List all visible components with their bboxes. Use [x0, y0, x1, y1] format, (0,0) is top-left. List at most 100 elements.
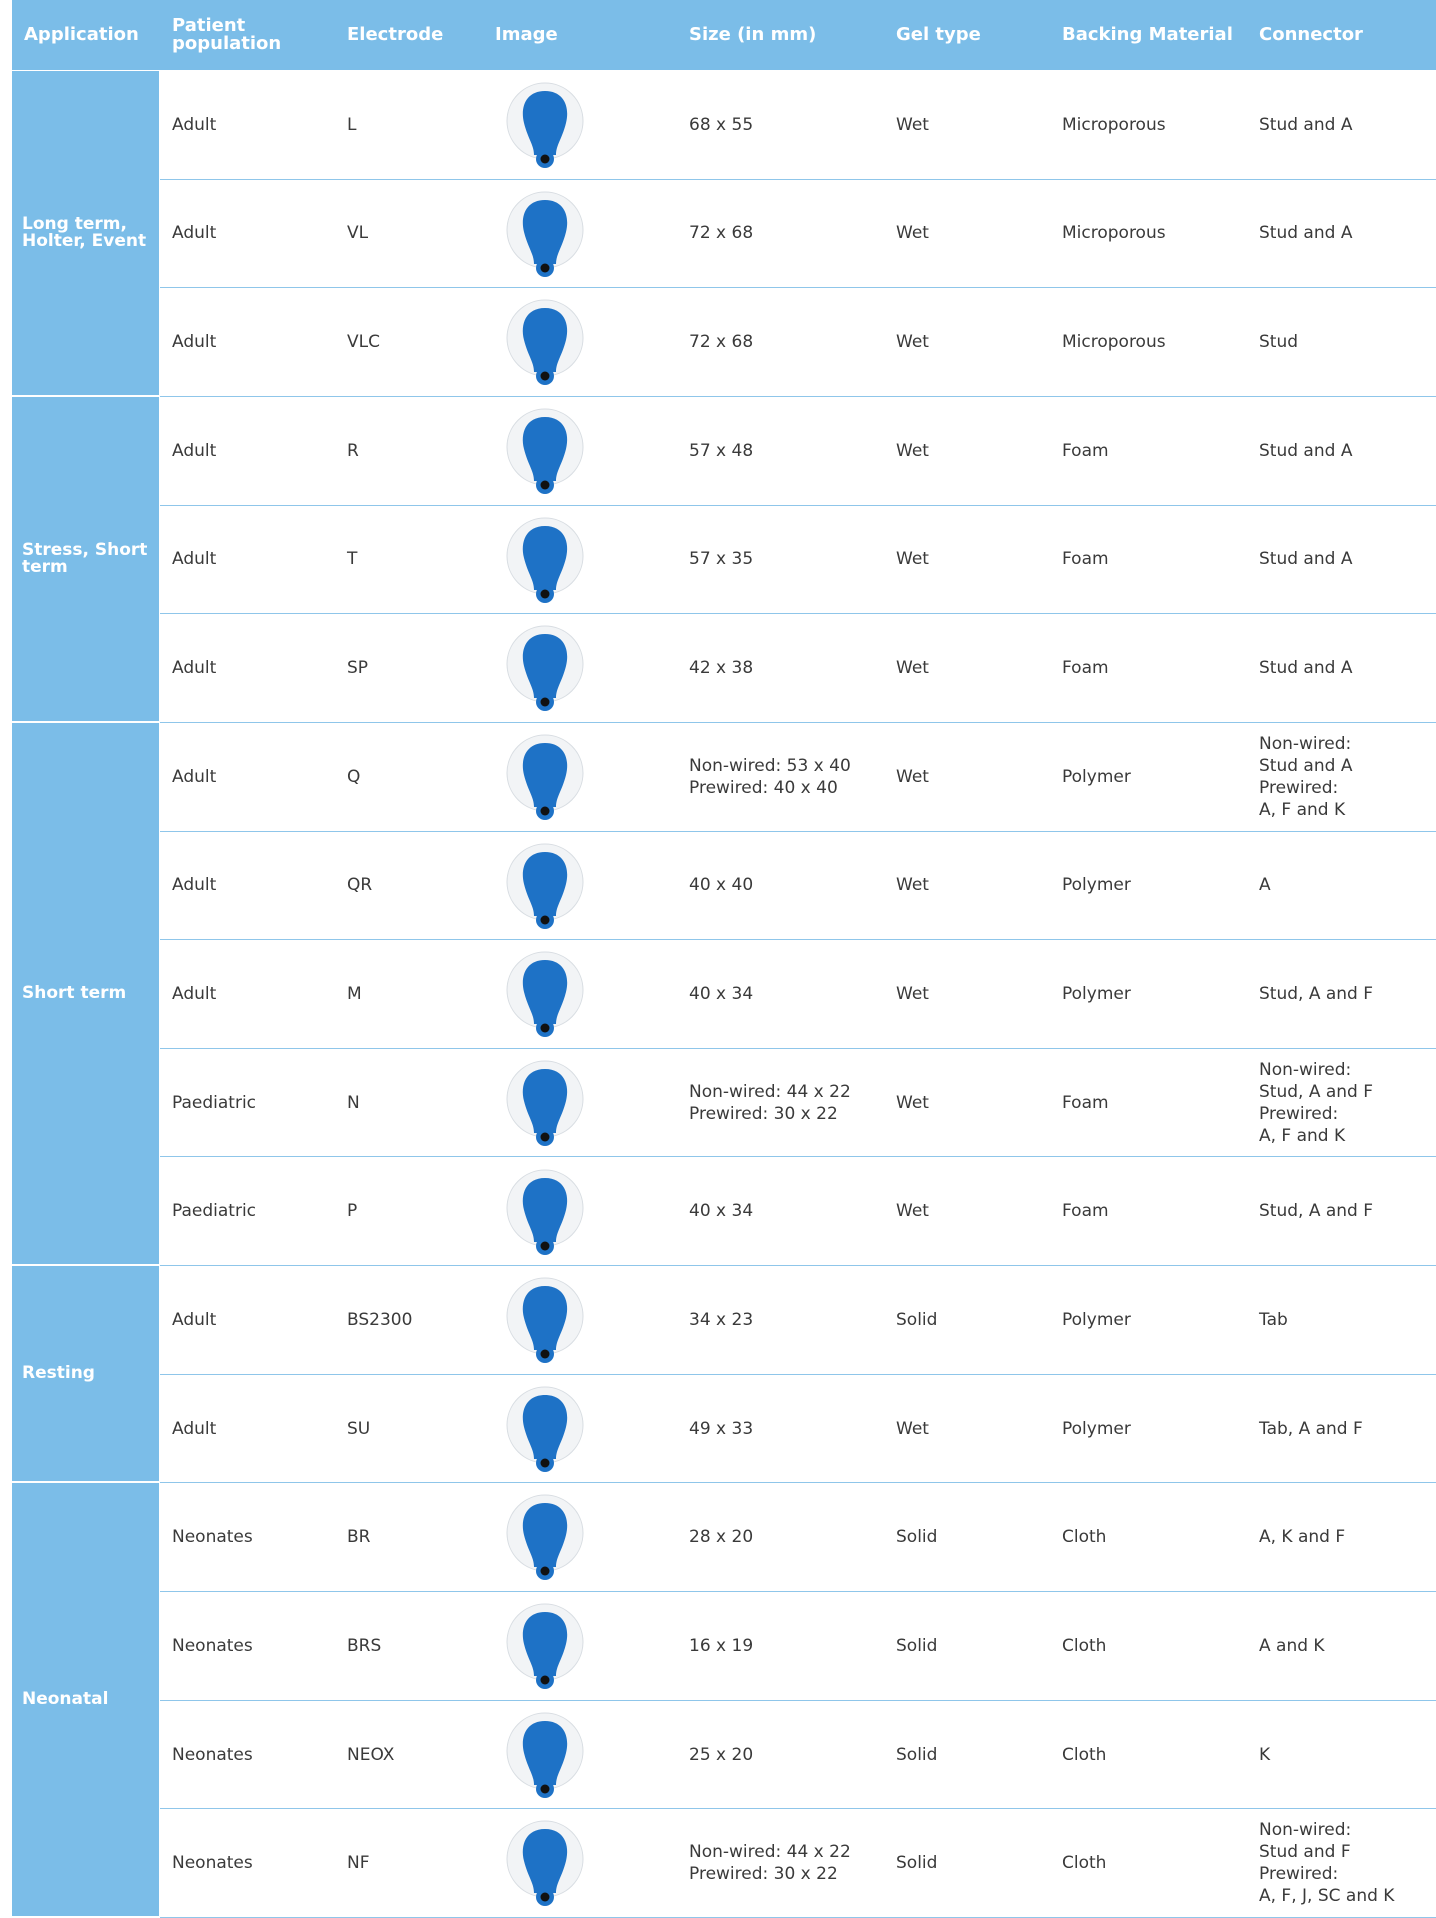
- backing-text: Polymer: [1062, 1309, 1131, 1331]
- electrode-text: BRS: [347, 1635, 381, 1657]
- connector-cell: Tab: [1259, 1266, 1288, 1374]
- connector-line: A, K and F: [1259, 1526, 1345, 1548]
- connector-line: A, F and K: [1259, 799, 1352, 821]
- gel-cell: Wet: [896, 1049, 929, 1157]
- stud: [541, 372, 550, 381]
- stud: [541, 1676, 550, 1685]
- electrode-text: M: [347, 983, 362, 1005]
- backing-cell: Foam: [1062, 1158, 1109, 1266]
- table-row: AdultT57 x 35WetFoamStud and A: [160, 506, 1436, 615]
- backing-cell: Cloth: [1062, 1592, 1106, 1700]
- electrode-cell: SU: [347, 1375, 370, 1483]
- connector-cell: Stud and A: [1259, 614, 1352, 722]
- stud: [541, 698, 550, 707]
- connector-line: Prewired:: [1259, 1863, 1394, 1885]
- size-cell: 25 x 20: [689, 1701, 753, 1809]
- population-text: Adult: [172, 114, 216, 136]
- stud: [541, 1132, 550, 1141]
- table-row: PaediatricNNon-wired: 44 x 22Prewired: 3…: [160, 1049, 1436, 1158]
- electrode-image: [500, 182, 590, 286]
- application-cell: Long term, Holter, Event: [12, 71, 159, 395]
- electrode-image: [500, 725, 590, 829]
- gel-cell: Wet: [896, 180, 929, 288]
- stud: [541, 1893, 550, 1902]
- population-text: Adult: [172, 440, 216, 462]
- stud: [541, 1458, 550, 1467]
- gel-cell: Solid: [896, 1266, 937, 1374]
- connector-line: Stud and A: [1259, 114, 1352, 136]
- electrode-cell: BS2300: [347, 1266, 412, 1374]
- size-cell: 40 x 40: [689, 832, 753, 940]
- size-line: Prewired: 30 x 22: [689, 1863, 851, 1885]
- electrode-table: ApplicationPatient populationElectrodeIm…: [0, 0, 1436, 1918]
- gel-cell: Wet: [896, 614, 929, 722]
- connector-line: Stud and F: [1259, 1841, 1394, 1863]
- electrode-cell: NEOX: [347, 1701, 394, 1809]
- table-row: AdultSU49 x 33WetPolymerTab, A and F: [160, 1375, 1436, 1484]
- header-cell: Electrode: [347, 0, 487, 70]
- connector-line: A and K: [1259, 1635, 1325, 1657]
- population-text: Adult: [172, 331, 216, 353]
- population-cell: Neonates: [172, 1592, 253, 1700]
- backing-text: Cloth: [1062, 1635, 1106, 1657]
- application-cell: Neonatal: [12, 1483, 159, 1916]
- connector-line: Stud, A and F: [1259, 983, 1373, 1005]
- population-cell: Neonates: [172, 1701, 253, 1809]
- gel-cell: Wet: [896, 397, 929, 505]
- electrode-cell: T: [347, 506, 357, 614]
- gel-text: Wet: [896, 222, 929, 244]
- backing-text: Microporous: [1062, 222, 1166, 244]
- application-cell: Stress, Short term: [12, 397, 159, 721]
- backing-cell: Polymer: [1062, 832, 1131, 940]
- gel-text: Solid: [896, 1744, 937, 1766]
- connector-cell: Stud and A: [1259, 71, 1352, 179]
- gel-cell: Solid: [896, 1809, 937, 1917]
- population-text: Adult: [172, 1309, 216, 1331]
- gel-text: Wet: [896, 874, 929, 896]
- backing-cell: Polymer: [1062, 1266, 1131, 1374]
- backing-text: Foam: [1062, 657, 1109, 679]
- backing-text: Polymer: [1062, 1418, 1131, 1440]
- backing-text: Microporous: [1062, 331, 1166, 353]
- stud: [541, 263, 550, 272]
- electrode-image: [500, 1811, 590, 1915]
- electrode-image: [500, 1051, 590, 1155]
- backing-text: Cloth: [1062, 1526, 1106, 1548]
- connector-cell: Stud: [1259, 288, 1298, 396]
- backing-cell: Foam: [1062, 506, 1109, 614]
- connector-line: Stud: [1259, 331, 1298, 353]
- connector-cell: Non-wired:Stud and APrewired:A, F and K: [1259, 723, 1352, 831]
- connector-line: Stud and A: [1259, 755, 1352, 777]
- gel-text: Wet: [896, 766, 929, 788]
- connector-cell: Stud and A: [1259, 506, 1352, 614]
- electrode-image: [500, 1268, 590, 1372]
- size-cell: 49 x 33: [689, 1375, 753, 1483]
- size-line: 72 x 68: [689, 222, 753, 244]
- population-cell: Adult: [172, 71, 216, 179]
- electrode-image: [500, 942, 590, 1046]
- connector-line: K: [1259, 1744, 1270, 1766]
- size-cell: 72 x 68: [689, 180, 753, 288]
- size-line: 68 x 55: [689, 114, 753, 136]
- connector-line: Prewired:: [1259, 777, 1352, 799]
- electrode-text: QR: [347, 874, 372, 896]
- connector-cell: Non-wired:Stud, A and FPrewired:A, F and…: [1259, 1049, 1373, 1157]
- backing-cell: Foam: [1062, 397, 1109, 505]
- electrode-cell: P: [347, 1158, 357, 1266]
- connector-line: Stud, A and F: [1259, 1200, 1373, 1222]
- population-text: Paediatric: [172, 1200, 256, 1222]
- connector-line: Non-wired:: [1259, 1059, 1373, 1081]
- gel-text: Solid: [896, 1852, 937, 1874]
- population-cell: Adult: [172, 1375, 216, 1483]
- population-cell: Adult: [172, 506, 216, 614]
- size-line: Non-wired: 44 x 22: [689, 1081, 851, 1103]
- connector-cell: Stud and A: [1259, 397, 1352, 505]
- electrode-image: [500, 1594, 590, 1698]
- header-cell: Image: [495, 0, 675, 70]
- electrode-text: T: [347, 548, 357, 570]
- size-cell: 40 x 34: [689, 940, 753, 1048]
- gel-text: Wet: [896, 1200, 929, 1222]
- connector-line: A: [1259, 874, 1271, 896]
